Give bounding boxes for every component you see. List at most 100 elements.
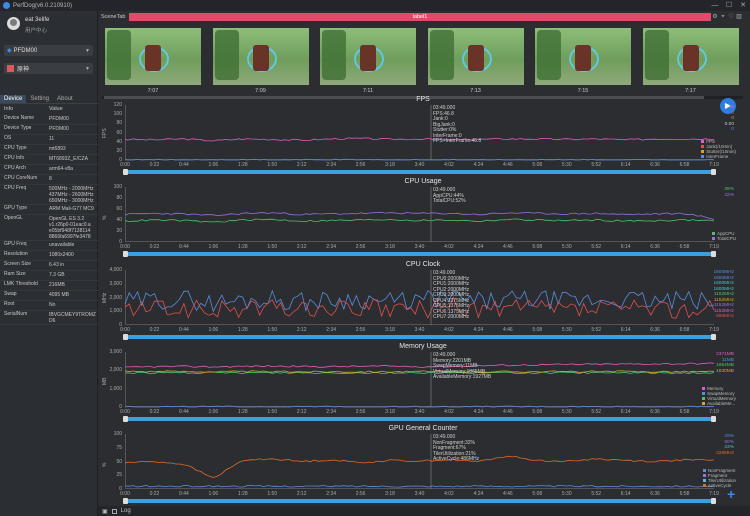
info-value: No [49,302,56,308]
tab-about[interactable]: About [57,96,73,102]
slider-handle-left[interactable] [123,251,128,257]
series-line-appcpu [124,218,715,223]
y-tick-label: 40 [116,138,122,145]
screenshot-thumbnail[interactable] [212,28,309,85]
info-value: 8 [49,176,52,182]
legend-item[interactable]: TotalCPU [711,236,736,241]
info-row: Swap 4095 MB [0,291,98,301]
slider-handle-right[interactable] [711,251,716,257]
x-tick-label: 4:02 [444,162,454,168]
legend-label: Stutter(/10min) [706,149,736,154]
legend-item[interactable]: FPS [701,139,736,144]
plot-area[interactable] [125,270,714,325]
tab-setting[interactable]: Setting [30,96,50,102]
legend-item[interactable]: NonFragment [702,468,736,473]
x-tick-label: 5:30 [561,409,572,415]
screenshot-thumbnail[interactable] [320,28,416,85]
user-center-link[interactable]: 用户中心 [25,28,48,34]
x-tick-label: 4:24 [473,162,484,168]
avatar[interactable] [7,17,20,30]
info-row: LMK Threshold 216MB [0,281,98,291]
x-tick-label: 5:52 [591,409,602,415]
screenshot-thumbnail[interactable] [427,28,524,85]
plot-area[interactable] [125,105,714,160]
legend-item[interactable]: Fragment [702,473,736,478]
x-tick-label: 5:52 [591,491,602,497]
thumbnail-time: 7:09 [255,88,266,94]
minimize-icon[interactable]: — [711,2,719,9]
slider-handle-left[interactable] [123,416,128,422]
slider-handle-left[interactable] [123,498,128,504]
thumbnail-scrollbar[interactable] [102,96,743,99]
app-selector[interactable]: 原神 ▼ [4,63,93,74]
x-tick-label: 6:14 [620,491,631,497]
legend-swatch [702,387,706,390]
profile[interactable]: eat 3elife 用户中心 [0,11,97,47]
settings-icon[interactable]: ⚙ [712,13,718,20]
expand-icon[interactable]: ▣ [102,508,108,515]
legend-swatch [701,150,705,153]
app-name: 原神 [17,67,30,73]
slider-handle-right[interactable] [711,169,716,175]
y-tick-label: 50 [116,458,122,465]
legend-item[interactable]: InterFrame [701,154,736,159]
y-tick-label: 3,000 [109,349,122,355]
close-icon[interactable]: ✕ [740,2,746,9]
play-button[interactable]: ▶ [720,98,736,114]
scrollbar-thumb[interactable] [104,96,704,99]
maximize-icon[interactable]: ☐ [725,2,733,9]
info-row: GPU Freq unavailable [0,241,98,251]
x-tick-label: 2:34 [326,491,337,497]
slider-handle-right[interactable] [711,334,716,340]
legend-label: NonFragment [707,468,736,473]
x-tick-label: 0:00 [120,162,130,168]
screenshot-thumbnail[interactable] [535,28,631,85]
x-tick-label: 2:56 [355,409,366,415]
scene-label-bar[interactable]: label1 [129,12,711,21]
x-tick-label: 6:36 [650,327,660,333]
time-range-slider[interactable] [123,498,716,504]
legend-swatch [702,484,706,487]
chart-title: CPU Clock [405,261,441,268]
legend-item[interactable]: TilerUtilization [702,478,736,483]
time-range-slider[interactable] [123,251,716,257]
current-value: 23% [724,445,734,450]
heart-icon[interactable]: ♡ [728,13,734,20]
x-tick-label: 5:08 [532,162,543,168]
log-checkbox[interactable] [111,508,117,514]
x-tick-label: 4:46 [502,409,513,415]
y-tick-label: 60 [116,206,122,212]
screenshot-thumbnail[interactable] [642,28,739,85]
slider-handle-right[interactable] [711,498,716,504]
screenshot-thumbnail[interactable] [105,28,201,85]
location-icon[interactable]: ⌖ [721,13,725,20]
legend-label: InterFrame [706,154,729,159]
slider-handle-left[interactable] [123,169,128,175]
legend-item[interactable]: Memory [702,386,736,391]
time-range-slider[interactable] [123,416,716,422]
x-tick-label: 6:58 [679,491,690,497]
tab-device[interactable]: Device [0,95,27,103]
legend-item[interactable]: Jank(/10min) [701,144,736,149]
chart-tooltip: 03:49.000 Memory:2201MB SwapMemory:11MB … [433,352,492,380]
add-chart-button[interactable]: + [727,486,736,502]
legend-item[interactable]: Stutter(/10min) [701,149,736,154]
plot-area[interactable] [125,352,714,407]
legend-item[interactable]: AppCPU [711,231,736,236]
legend-swatch [702,469,706,472]
device-selector[interactable]: ◆ PFDM00 ▼ [4,45,93,56]
legend-item[interactable]: AvailableMe... [702,401,736,406]
x-tick-label: 4:24 [473,244,484,250]
plot-area[interactable] [125,434,714,489]
time-range-slider[interactable] [123,334,716,340]
legend-item[interactable]: SwapMemory [702,391,736,396]
legend-item[interactable]: VirtualMemory [702,396,736,401]
x-tick-label: 3:40 [414,409,425,415]
info-row: CPU CoreNum 8 [0,175,98,185]
trash-icon[interactable]: ▥ [736,13,742,20]
time-range-slider[interactable] [123,169,716,175]
chart-clock: CPU Clock MHz 4,000 3,000 2,000 1,000 0 0:00 0:2… [100,261,746,341]
legend-item[interactable]: ActiveCycle [702,483,736,488]
slider-handle-right[interactable] [711,416,716,422]
slider-handle-left[interactable] [123,334,128,340]
